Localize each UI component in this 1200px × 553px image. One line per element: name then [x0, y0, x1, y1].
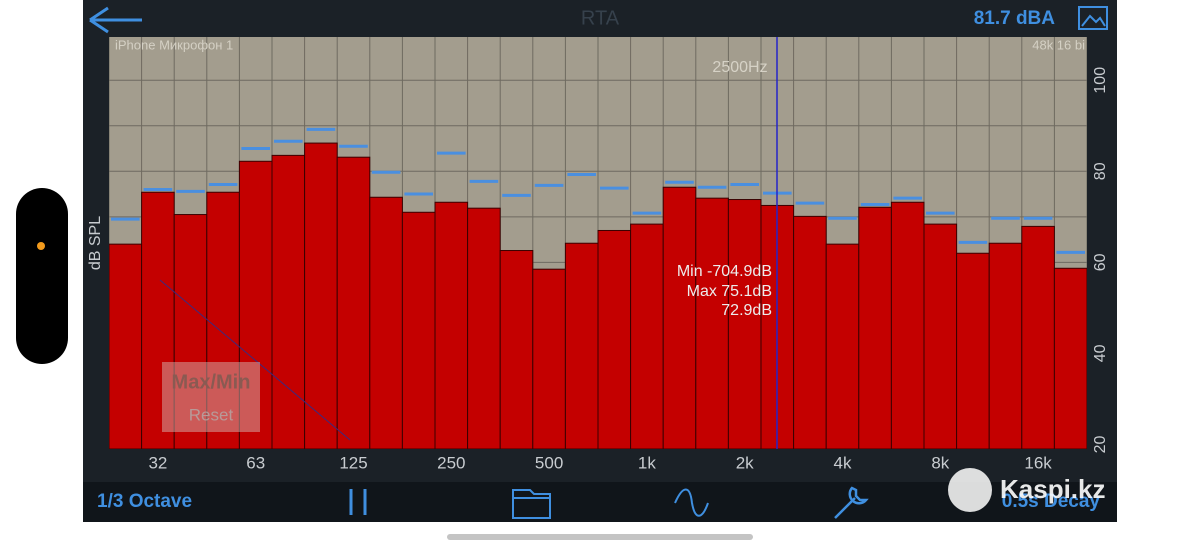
- back-button[interactable]: [89, 6, 142, 34]
- trace-line: [159, 279, 351, 441]
- bar: [695, 197, 729, 449]
- folder-button[interactable]: [512, 489, 551, 519]
- bar: [206, 191, 240, 449]
- pause-button[interactable]: [349, 489, 367, 515]
- bar: [304, 142, 338, 449]
- toolbar: [83, 482, 1117, 522]
- bar: [1053, 267, 1087, 449]
- bar: [923, 223, 958, 449]
- min-label: Min -704.9dB: [677, 263, 772, 280]
- x-tick-label: 2k: [736, 453, 754, 472]
- y-tick-label: 60: [1092, 253, 1109, 271]
- bar: [1021, 225, 1055, 449]
- bar: [988, 242, 1023, 449]
- bar: [141, 191, 175, 449]
- bar: [401, 211, 436, 449]
- x-tick-label: 8k: [931, 453, 949, 472]
- settings-button[interactable]: [834, 486, 869, 519]
- cursor-label: 2500Hz: [712, 59, 767, 76]
- format-label: 48k 16 bi: [1032, 37, 1085, 52]
- bar: [434, 201, 469, 449]
- decay-button[interactable]: 0.5s Decay: [1002, 491, 1101, 512]
- bar: [564, 242, 599, 449]
- y-tick-label: 20: [1092, 435, 1109, 453]
- indicator-dot: [37, 242, 45, 250]
- level-readout: 81.7 dBA: [974, 8, 1056, 29]
- bar: [336, 156, 371, 449]
- x-tick-label: 250: [437, 453, 465, 472]
- bar: [271, 154, 306, 449]
- bar: [173, 214, 208, 449]
- bar: [109, 243, 143, 449]
- bar: [727, 199, 762, 449]
- app-title: RTA: [581, 7, 620, 29]
- bar: [956, 252, 990, 449]
- x-tick-label: 500: [535, 453, 563, 472]
- source-label: iPhone Микрофон 1: [115, 37, 233, 52]
- bar: [890, 201, 925, 449]
- bar: [825, 243, 860, 449]
- x-tick-label: 4k: [834, 453, 852, 472]
- reset-label: Reset: [189, 405, 234, 424]
- home-indicator: [447, 534, 753, 540]
- bar: [369, 196, 403, 449]
- bar: [793, 215, 827, 449]
- y-tick-label: 40: [1092, 344, 1109, 362]
- octave-button[interactable]: 1/3 Octave: [97, 491, 192, 512]
- y-tick-label: 80: [1092, 162, 1109, 180]
- max-label: Max 75.1dB: [687, 283, 772, 300]
- y-tick-label: 100: [1092, 67, 1109, 94]
- image-button[interactable]: [1078, 6, 1108, 30]
- bar: [532, 268, 566, 449]
- bar: [597, 229, 632, 449]
- current-label: 72.9dB: [721, 302, 772, 319]
- camera-notch: [16, 188, 68, 364]
- x-tick-label: 63: [246, 453, 265, 472]
- bar: [858, 206, 892, 449]
- x-tick-label: 16k: [1024, 453, 1052, 472]
- maxmin-title: Max/Min: [172, 371, 251, 393]
- x-tick-label: 1k: [638, 453, 656, 472]
- bar: [499, 250, 534, 449]
- bar: [630, 223, 664, 449]
- watermark-logo: [948, 468, 992, 512]
- y-axis-label: dB SPL: [87, 216, 104, 270]
- wave-button[interactable]: [674, 488, 709, 517]
- watermark: Kaspi.kz: [1000, 474, 1106, 504]
- x-tick-label: 125: [339, 453, 367, 472]
- bar: [238, 160, 273, 449]
- bar: [467, 207, 501, 449]
- x-tick-label: 32: [148, 453, 167, 472]
- bar: [662, 186, 697, 449]
- maxmin-button[interactable]: Max/Min Reset: [162, 362, 260, 432]
